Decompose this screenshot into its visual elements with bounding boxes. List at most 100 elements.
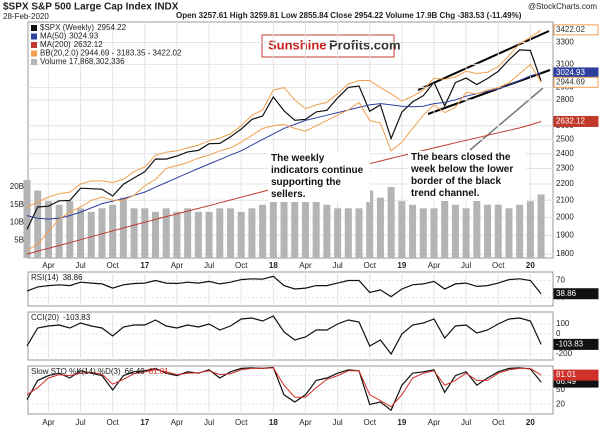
volume-bar xyxy=(66,201,74,258)
volume-bar xyxy=(269,201,277,258)
series-line xyxy=(26,72,542,220)
legend-swatch xyxy=(31,42,37,48)
y-tick-label: 2800 xyxy=(556,95,574,104)
value-tag: 81.01 xyxy=(556,370,577,379)
volume-bar xyxy=(494,204,502,258)
x-tick-label: Jul xyxy=(461,261,471,270)
x-tick-label: 19 xyxy=(397,261,406,270)
volume-bar xyxy=(141,208,149,258)
x-tick-label: Jul xyxy=(204,261,214,270)
legend-entry: MA(200) xyxy=(40,40,71,49)
series-line xyxy=(26,275,542,298)
volume-bar xyxy=(430,208,438,258)
y-tick-label: 1900 xyxy=(556,230,574,239)
rsi-panel xyxy=(27,271,554,307)
volume-bar xyxy=(484,204,492,258)
x-tick-label: 17 xyxy=(140,418,149,427)
volume-bar xyxy=(451,204,459,258)
cci-panel xyxy=(27,311,554,361)
panel-value: -103.83 xyxy=(63,313,91,322)
volume-bar xyxy=(248,208,256,258)
legend-swatch xyxy=(31,59,37,65)
volume-bar xyxy=(109,204,117,258)
volume-bar xyxy=(334,208,342,258)
volume-bar xyxy=(152,211,160,258)
volume-bar xyxy=(355,208,363,258)
volume-bar xyxy=(376,197,384,258)
y-tick-label: 1800 xyxy=(556,249,574,258)
bollinger-band xyxy=(26,63,542,251)
x-tick-label: 18 xyxy=(269,261,278,270)
y2-tick-label: 15B xyxy=(10,200,24,209)
x-tick-label: Apr xyxy=(428,261,441,270)
volume-bar xyxy=(34,190,42,258)
x-tick-label: Apr xyxy=(42,261,55,270)
y2-tick-label: 20B xyxy=(10,182,24,191)
y-tick-label: 50 xyxy=(556,385,565,394)
panel-value: 66.49 xyxy=(125,367,146,376)
legend-swatch xyxy=(31,50,37,57)
y-tick-label: 2100 xyxy=(556,195,574,204)
x-tick-label: 20 xyxy=(526,261,535,270)
volume-bar xyxy=(194,211,202,258)
volume-bar xyxy=(55,204,63,258)
value-tag: -103.83 xyxy=(556,339,584,348)
legend-swatch xyxy=(31,25,37,31)
x-tick-label: Oct xyxy=(106,261,119,270)
volume-bar xyxy=(173,211,181,258)
panel-value: 81.01 xyxy=(149,367,170,376)
y2-tick-label: 5B xyxy=(14,235,24,244)
ohlc-summary: Open 3257.61 High 3259.81 Low 2855.84 Cl… xyxy=(176,11,522,20)
legend-entry: $SPX (Weekly) xyxy=(40,23,94,32)
y-tick-label: 2300 xyxy=(556,164,574,173)
x-tick-label: Jul xyxy=(75,261,85,270)
x-tick-label: Oct xyxy=(235,261,248,270)
annotation: The bears closed the week below the lowe… xyxy=(408,151,526,201)
x-tick-label: Oct xyxy=(492,261,505,270)
legend-value: 2954.22 xyxy=(97,23,126,32)
volume-bar xyxy=(291,194,299,258)
volume-bar xyxy=(98,208,106,258)
trend-channel xyxy=(417,30,550,91)
volume-bar xyxy=(130,208,138,258)
x-tick-label: 19 xyxy=(397,418,406,427)
chart-date: 28-Feb-2020 xyxy=(3,12,49,21)
source: @StockCharts.com xyxy=(528,2,597,11)
legend-entry: BB(20,2.0) 2944.69 - 3183.35 - 3422.02 xyxy=(40,49,182,58)
y-tick-label: -200 xyxy=(556,349,573,358)
value-tag-box xyxy=(553,288,599,300)
value-tag-box xyxy=(553,76,599,88)
value-tag-box xyxy=(553,115,599,127)
volume-bar xyxy=(259,204,267,258)
volume-bar xyxy=(226,208,234,258)
x-tick-label: Oct xyxy=(106,418,119,427)
y2-tick-label: 10B xyxy=(10,218,24,227)
value-tag-box xyxy=(553,24,599,36)
y-tick-label: 3100 xyxy=(556,59,574,68)
volume-bar xyxy=(505,208,513,258)
series-line xyxy=(26,367,542,408)
volume-bar xyxy=(184,208,192,258)
y-tick-label: 2400 xyxy=(556,149,574,158)
volume-bar xyxy=(537,194,545,258)
volume-bar xyxy=(526,201,534,258)
volume-bar xyxy=(87,211,95,258)
x-tick-label: Apr xyxy=(171,418,184,427)
panel-title: Slow STO %K(14) %D(3) xyxy=(31,367,121,376)
x-tick-label: Oct xyxy=(235,418,248,427)
volume-bar xyxy=(419,208,427,258)
volume-bar xyxy=(462,208,470,258)
value-tag-box xyxy=(553,369,599,381)
x-tick-label: 18 xyxy=(269,418,278,427)
y-tick-label: 20 xyxy=(556,400,565,409)
x-tick-label: Apr xyxy=(299,418,312,427)
volume-bar xyxy=(237,211,245,258)
legend-entry: MA(50) xyxy=(40,32,67,41)
x-tick-label: Jul xyxy=(332,261,342,270)
main-panel xyxy=(27,21,554,259)
value-tag: 3422.02 xyxy=(556,25,585,34)
x-tick-label: Apr xyxy=(299,261,312,270)
x-tick-label: 17 xyxy=(140,261,149,270)
legend-entry: Volume 17,868,302,336 xyxy=(40,57,125,66)
volume-bar xyxy=(312,201,320,258)
